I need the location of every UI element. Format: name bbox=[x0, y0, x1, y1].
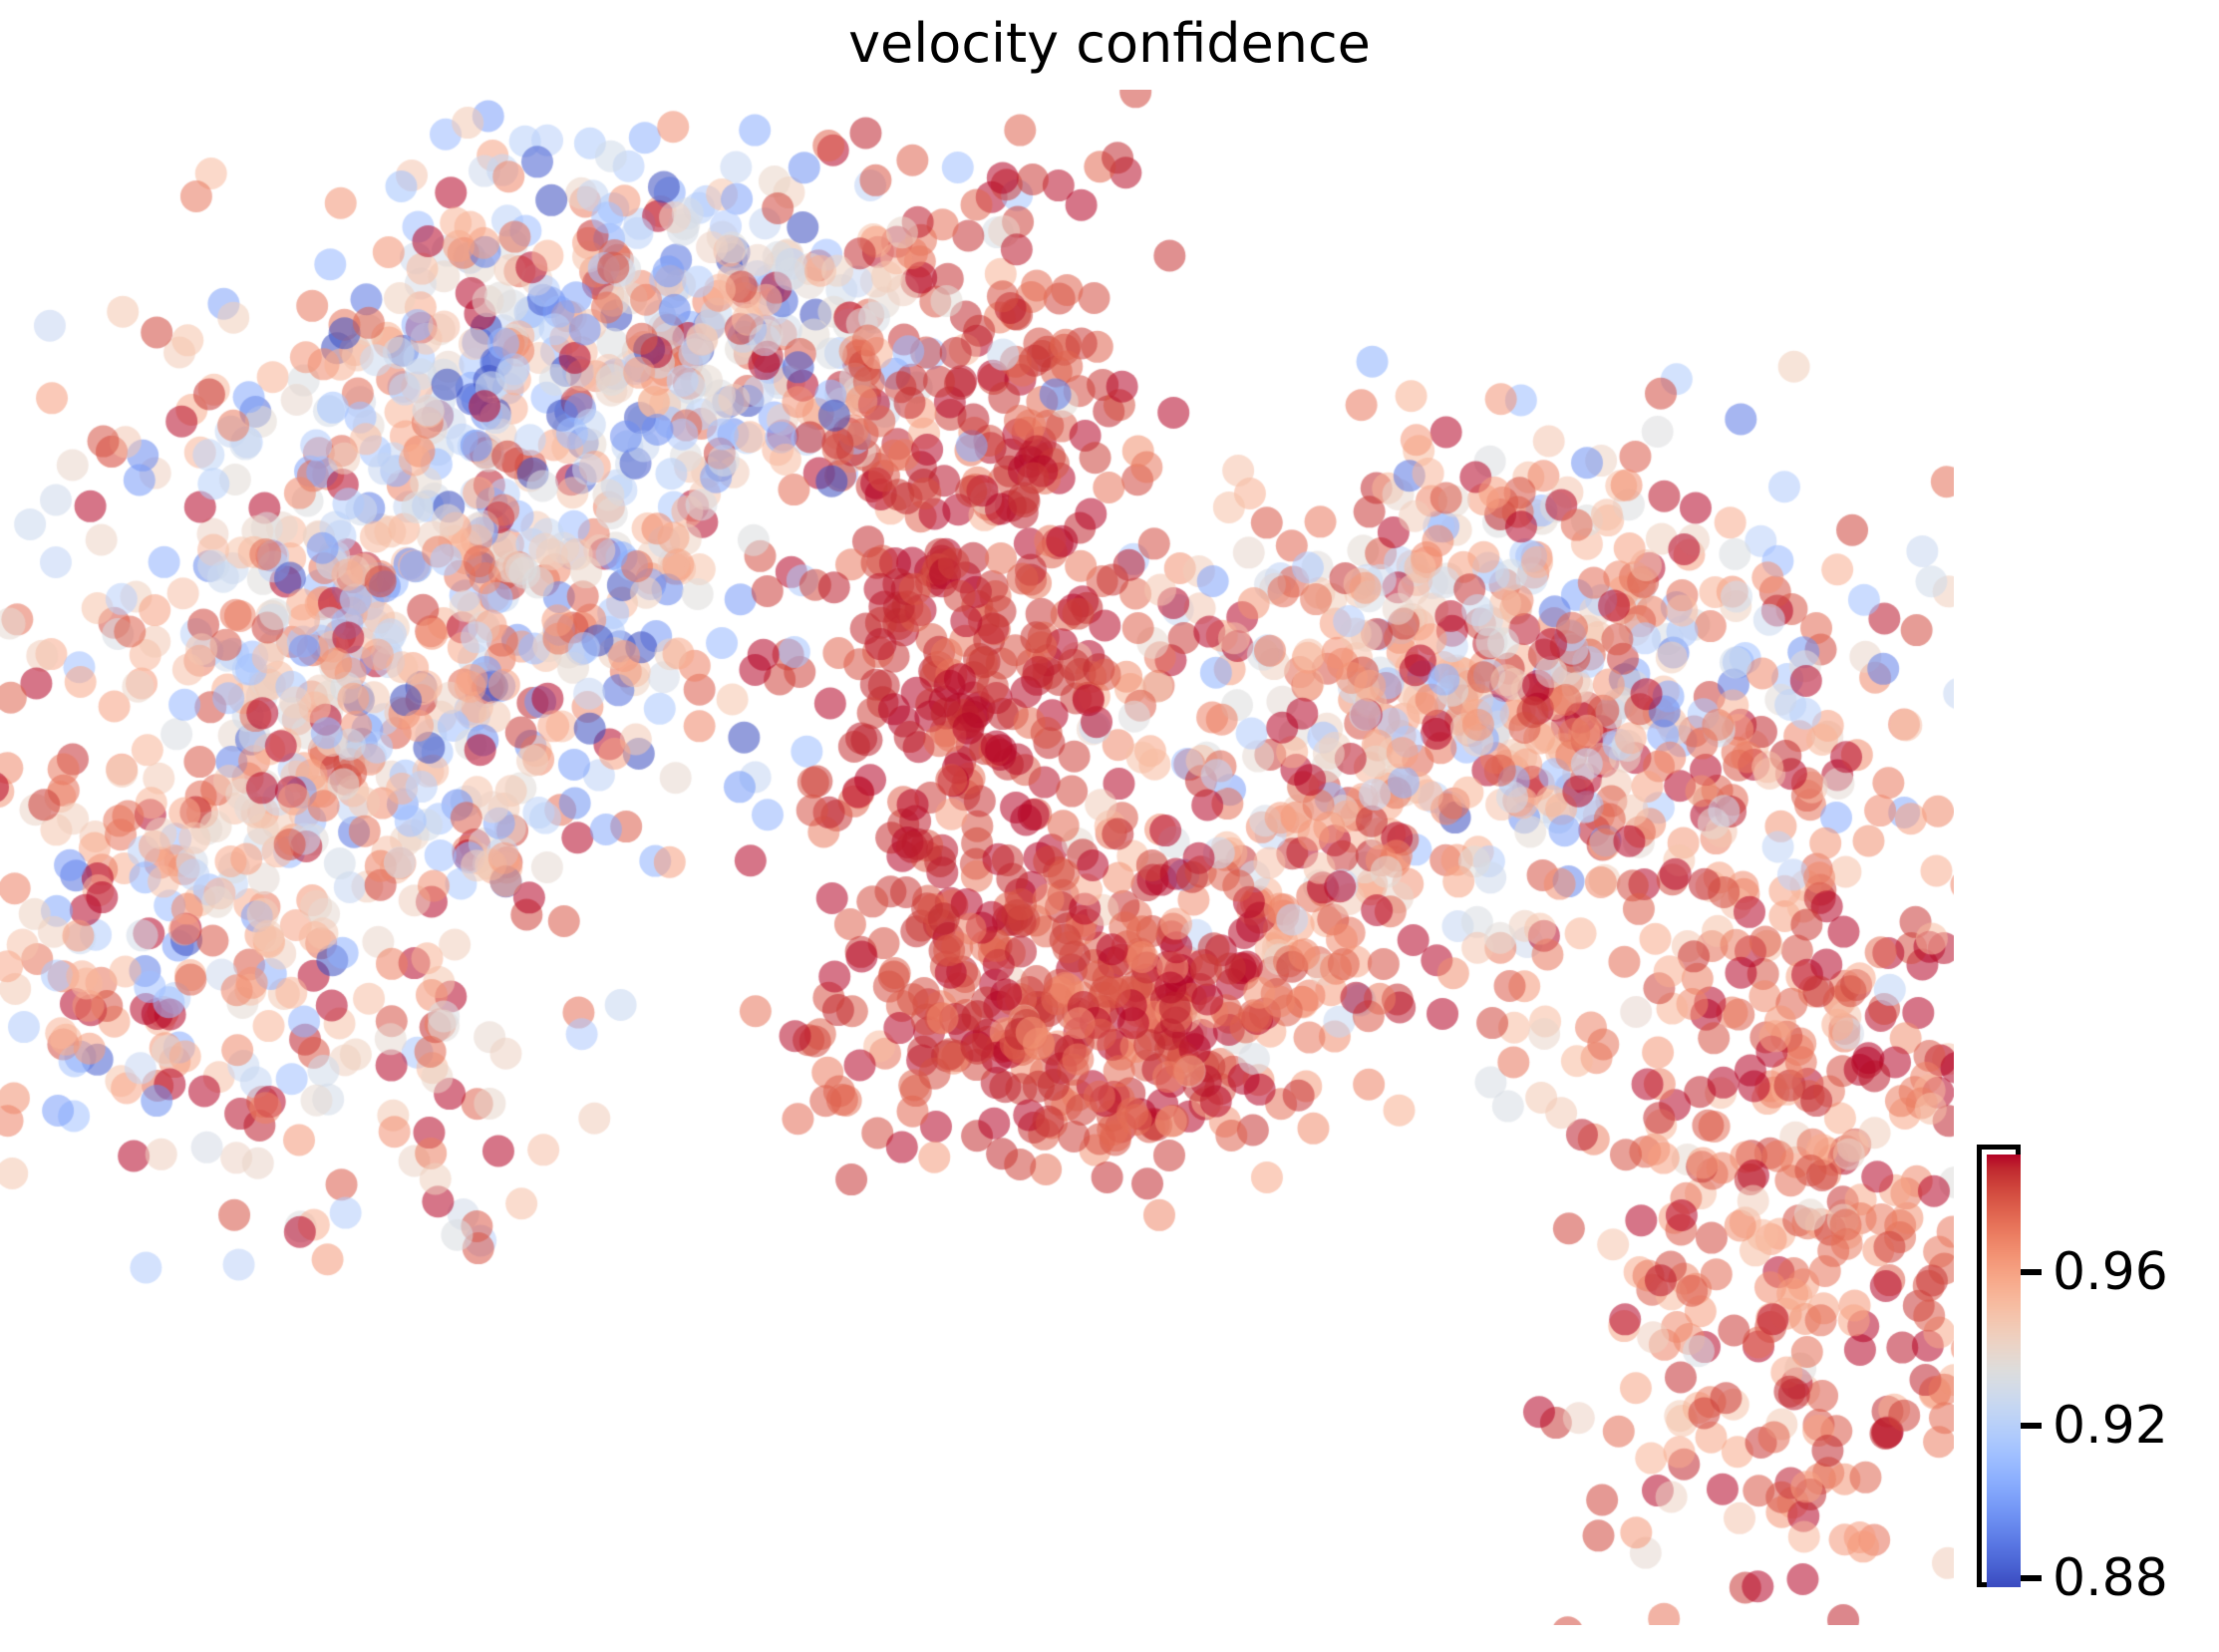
scatter-points-canvas bbox=[0, 90, 1954, 1625]
colorbar-gradient bbox=[1987, 1155, 2021, 1587]
colorbar-tick-mark-0 bbox=[2021, 1269, 2042, 1275]
scatter-plot-axes bbox=[0, 90, 1954, 1625]
page-title: velocity confidence bbox=[848, 12, 1371, 75]
colorbar-tick-label-1: 0.92 bbox=[2053, 1396, 2168, 1456]
colorbar-tick-mark-2 bbox=[2021, 1575, 2042, 1581]
colorbar-tick-label-0: 0.96 bbox=[2053, 1242, 2168, 1302]
colorbar[interactable]: 0.96 0.92 0.88 bbox=[1977, 1145, 2219, 1608]
colorbar-frame bbox=[1977, 1145, 2021, 1587]
colorbar-tick-mark-1 bbox=[2021, 1423, 2042, 1429]
colorbar-tick-label-2: 0.88 bbox=[2053, 1548, 2168, 1608]
